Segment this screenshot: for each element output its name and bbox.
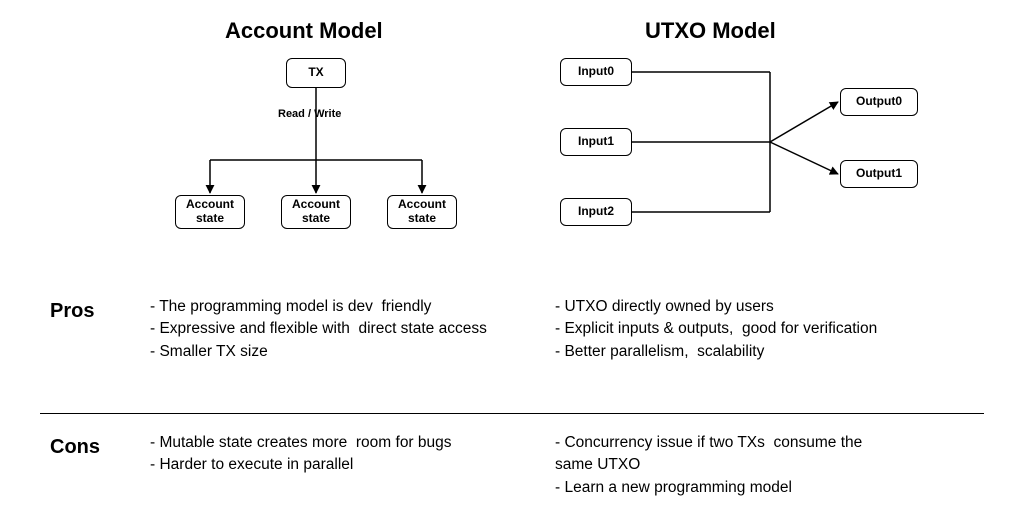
list-item: - Smaller TX size	[150, 341, 487, 363]
list-item: - UTXO directly owned by users	[555, 296, 877, 318]
node-in0: Input0	[560, 58, 632, 86]
node-in1: Input1	[560, 128, 632, 156]
list-item: - Explicit inputs & outputs, good for ve…	[555, 318, 877, 340]
utxo-title: UTXO Model	[645, 18, 776, 44]
account-pros-list: - The programming model is dev friendly-…	[150, 296, 487, 363]
list-item: - Learn a new programming model	[555, 477, 862, 499]
pros-label: Pros	[50, 300, 94, 323]
cons-label: Cons	[50, 436, 100, 459]
list-item: - Expressive and flexible with direct st…	[150, 318, 487, 340]
list-item: - Harder to execute in parallel	[150, 454, 452, 476]
account-cons-list: - Mutable state creates more room for bu…	[150, 432, 452, 477]
node-as3: Accountstate	[387, 195, 457, 229]
read-write-label: Read / Write	[278, 108, 341, 120]
list-item: - Better parallelism, scalability	[555, 341, 877, 363]
list-item: - Concurrency issue if two TXs consume t…	[555, 432, 862, 454]
node-in2: Input2	[560, 198, 632, 226]
section-divider	[40, 413, 984, 414]
account-title: Account Model	[225, 18, 383, 44]
node-out1: Output1	[840, 160, 918, 188]
node-tx: TX	[286, 58, 346, 88]
list-item: - Mutable state creates more room for bu…	[150, 432, 452, 454]
node-as1: Accountstate	[175, 195, 245, 229]
node-as2: Accountstate	[281, 195, 351, 229]
utxo-cons-list: - Concurrency issue if two TXs consume t…	[555, 432, 862, 499]
list-item: - The programming model is dev friendly	[150, 296, 487, 318]
node-out0: Output0	[840, 88, 918, 116]
list-item: same UTXO	[555, 454, 862, 476]
utxo-pros-list: - UTXO directly owned by users- Explicit…	[555, 296, 877, 363]
comparison-diagram: Account Model UTXO Model TX Accountstate A…	[0, 0, 1024, 525]
